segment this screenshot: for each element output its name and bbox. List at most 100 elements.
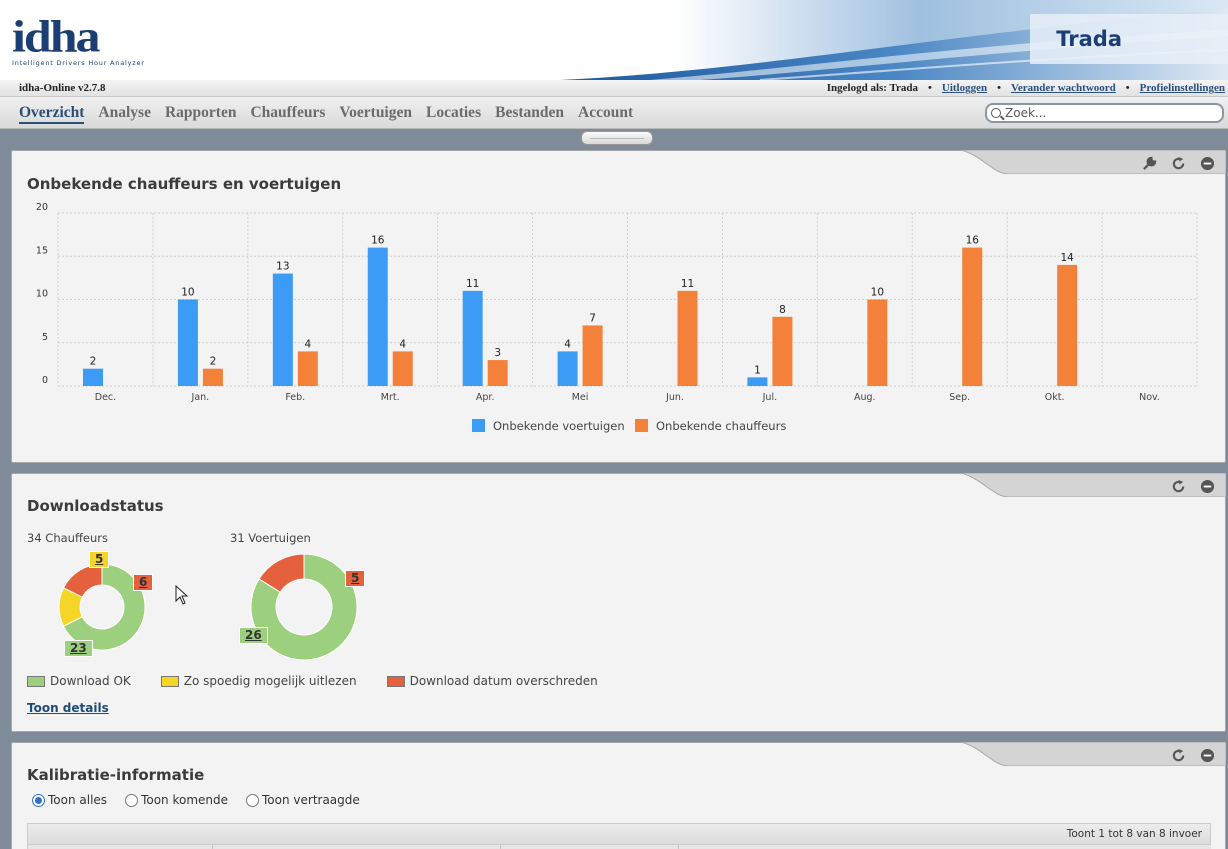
change-password-link[interactable]: Verander wachtwoord xyxy=(1010,82,1116,94)
data-label: 2 xyxy=(210,356,217,368)
minimize-icon[interactable] xyxy=(1200,156,1215,171)
column-divider[interactable] xyxy=(212,845,213,849)
idha-logo[interactable]: idha Intelligent Drivers Hour Analyzer xyxy=(12,14,145,67)
radio-show-delayed[interactable]: Toon vertraagde xyxy=(246,793,360,807)
bar[interactable] xyxy=(272,273,293,386)
drivers-overdue-label[interactable]: 6 xyxy=(133,574,154,591)
bar[interactable] xyxy=(772,316,793,386)
collapse-handle[interactable] xyxy=(581,131,653,145)
logged-in-label: Ingelogd als: Trada xyxy=(826,82,919,94)
unknown-drivers-vehicles-panel: Onbekende chauffeurs en voertuigen 0 5 10 1… xyxy=(11,150,1226,463)
column-divider[interactable] xyxy=(678,845,679,849)
data-label: 4 xyxy=(399,338,406,350)
y-tick-label: 5 xyxy=(42,332,48,343)
bar[interactable] xyxy=(392,351,413,386)
minimize-icon[interactable] xyxy=(1200,748,1215,763)
legend-label: Download datum overschreden xyxy=(409,674,598,688)
bar[interactable] xyxy=(462,290,483,386)
bar[interactable] xyxy=(867,299,888,387)
legend-label: Download OK xyxy=(50,674,131,688)
downloadstatus-panel: Downloadstatus 34 Chauffeurs 31 Voertuig… xyxy=(11,473,1226,732)
refresh-icon[interactable] xyxy=(1171,479,1186,494)
radio-button[interactable] xyxy=(125,793,139,807)
vehicles-count-label: 31 Voertuigen xyxy=(230,531,311,545)
table-info-bar: Toont 1 tot 8 van 8 invoer xyxy=(27,823,1211,845)
legend-item-overdue: Download datum overschreden xyxy=(386,674,598,688)
radio-show-all[interactable]: Toon alles xyxy=(32,793,107,807)
nav-item-bestanden[interactable]: Bestanden xyxy=(495,104,565,121)
vehicles-overdue-label[interactable]: 5 xyxy=(345,570,366,587)
search-box[interactable] xyxy=(985,103,1224,123)
search-input[interactable] xyxy=(1005,105,1215,121)
calibration-filter: Toon alles Toon komende Toon vertraagde xyxy=(32,793,360,807)
x-tick-label: Jul. xyxy=(762,392,777,403)
donut-slice[interactable] xyxy=(258,553,305,593)
x-tick-label: Nov. xyxy=(1139,392,1160,403)
panel-tab xyxy=(961,150,1226,174)
bar[interactable] xyxy=(487,360,508,386)
info-bar: idha-Online v2.7.8 Ingelogd als: Trada •… xyxy=(0,80,1228,97)
bullet-separator: • xyxy=(928,82,932,94)
bar[interactable] xyxy=(582,325,603,386)
x-tick-label: Jan. xyxy=(191,392,210,403)
refresh-icon[interactable] xyxy=(1171,748,1186,763)
wrench-icon[interactable] xyxy=(1142,156,1157,171)
minimize-icon[interactable] xyxy=(1200,479,1215,494)
radio-show-upcoming[interactable]: Toon komende xyxy=(125,793,228,807)
y-tick-label: 10 xyxy=(36,289,48,300)
bar[interactable] xyxy=(177,299,198,387)
donut-slice[interactable] xyxy=(250,553,358,661)
app-header: idha Intelligent Drivers Hour Analyzer T… xyxy=(0,0,1228,80)
nav-item-rapporten[interactable]: Rapporten xyxy=(164,104,237,121)
radio-label: Toon komende xyxy=(141,793,228,807)
nav-item-chauffeurs[interactable]: Chauffeurs xyxy=(250,104,326,121)
nav-item-overzicht[interactable]: Overzicht xyxy=(19,104,85,124)
legend-label: Zo spoedig mogelijk uitlezen xyxy=(183,674,357,688)
nav-item-analyse[interactable]: Analyse xyxy=(98,104,151,121)
radio-button[interactable] xyxy=(246,793,259,807)
data-label: 1 xyxy=(754,364,761,376)
bar[interactable] xyxy=(83,368,103,386)
mouse-pointer-icon xyxy=(175,585,189,605)
bullet-separator: • xyxy=(997,82,1001,94)
panel-tab xyxy=(961,742,1226,766)
legend-swatch[interactable] xyxy=(472,419,485,432)
bullet-separator: • xyxy=(1125,82,1130,94)
nav-item-voertuigen[interactable]: Voertuigen xyxy=(339,104,412,121)
legend-label[interactable]: Onbekende voertuigen xyxy=(493,419,625,433)
user-links: Ingelogd als: Trada • Uitloggen • Verand… xyxy=(827,82,1225,94)
bar[interactable] xyxy=(367,247,388,386)
show-details-link[interactable]: Toon details xyxy=(27,701,109,715)
drivers-ok-label[interactable]: 23 xyxy=(64,640,93,657)
legend-swatch xyxy=(386,675,405,687)
legend-label[interactable]: Onbekende chauffeurs xyxy=(656,419,786,433)
bar[interactable] xyxy=(1057,264,1078,386)
column-divider[interactable] xyxy=(500,845,501,849)
table-header xyxy=(27,845,1211,849)
radio-button[interactable] xyxy=(32,793,45,807)
bar[interactable] xyxy=(747,377,768,386)
nav-item-account[interactable]: Account xyxy=(578,104,634,121)
data-label: 8 xyxy=(779,304,786,316)
donut-slice[interactable] xyxy=(62,563,146,651)
bar[interactable] xyxy=(557,351,578,386)
profile-settings-link[interactable]: Profielinstellingen xyxy=(1139,82,1225,94)
legend-swatch[interactable] xyxy=(635,419,648,432)
drivers-soon-label[interactable]: 5 xyxy=(89,551,110,568)
vehicles-donut-chart[interactable] xyxy=(244,547,364,667)
bar[interactable] xyxy=(297,351,318,386)
x-tick-label: Mei xyxy=(572,392,589,403)
y-tick-label: 0 xyxy=(42,375,48,386)
bar[interactable] xyxy=(962,247,983,386)
data-label: 11 xyxy=(466,278,479,290)
panel-toolbar xyxy=(1171,479,1215,494)
nav-item-locaties[interactable]: Locaties xyxy=(426,104,482,121)
vehicles-ok-label[interactable]: 26 xyxy=(239,627,268,644)
logout-link[interactable]: Uitloggen xyxy=(941,82,988,94)
bar[interactable] xyxy=(677,290,698,386)
refresh-icon[interactable] xyxy=(1171,156,1186,171)
unknown-bar-chart: 0 5 10 15 20 2 Dec. 10 2 Jan. 13 4 Feb. 16 4 Mrt. 11 3 Apr… xyxy=(36,202,1198,433)
company-name: Trada xyxy=(1056,27,1122,51)
data-label: 2 xyxy=(90,356,97,368)
bar[interactable] xyxy=(202,368,223,386)
